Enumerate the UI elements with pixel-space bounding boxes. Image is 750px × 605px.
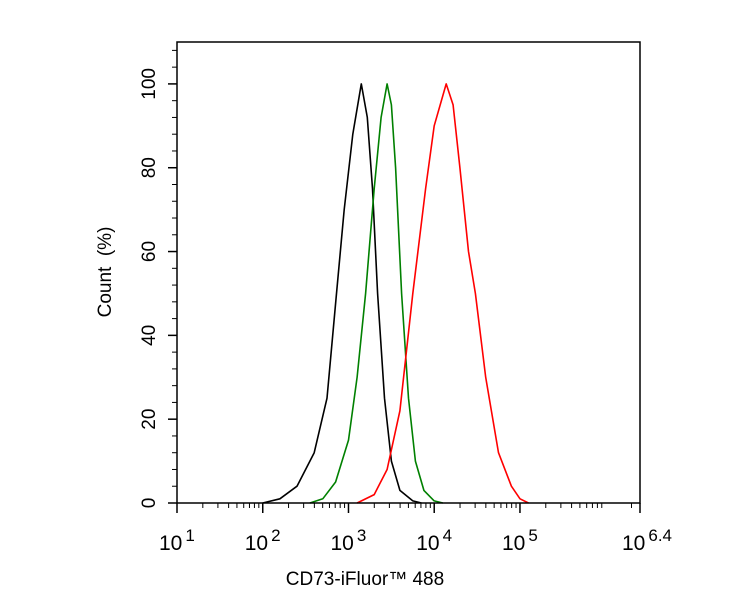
y-tick-label: 20 bbox=[139, 409, 160, 430]
x-tick-base: 10 bbox=[159, 532, 182, 555]
y-tick-label: 60 bbox=[139, 241, 160, 262]
series-black-line bbox=[262, 83, 422, 504]
x-tick-label: 10 5 bbox=[502, 526, 538, 555]
x-tick-label: 10 1 bbox=[159, 526, 195, 555]
x-tick-base: 10 bbox=[502, 532, 525, 555]
series-red-line bbox=[356, 83, 529, 504]
y-axis-label: Count (%) bbox=[95, 227, 116, 318]
x-tick-exponent: 2 bbox=[271, 526, 280, 545]
x-tick-label: 10 3 bbox=[330, 526, 366, 555]
x-tick-exponent: 1 bbox=[185, 526, 194, 545]
y-tick-label: 100 bbox=[139, 68, 160, 100]
x-tick-label: 10 6.4 bbox=[622, 526, 672, 555]
x-tick-label: 10 2 bbox=[245, 526, 281, 555]
series-green-line bbox=[309, 83, 443, 504]
x-tick-base: 10 bbox=[330, 532, 353, 555]
series-layer bbox=[262, 83, 529, 504]
x-axis-label: CD73-iFluor™ 488 bbox=[286, 569, 444, 590]
x-tick-base: 10 bbox=[622, 532, 645, 555]
x-tick-base: 10 bbox=[416, 532, 439, 555]
x-tick-exponent: 5 bbox=[528, 526, 537, 545]
x-tick-exponent: 3 bbox=[357, 526, 366, 545]
y-tick-label: 80 bbox=[139, 157, 160, 178]
x-tick-exponent: 6.4 bbox=[648, 526, 672, 545]
x-tick-base: 10 bbox=[245, 532, 268, 555]
y-tick-label: 0 bbox=[139, 498, 160, 509]
plot-frame bbox=[176, 41, 641, 504]
x-tick-label: 10 4 bbox=[416, 526, 452, 555]
x-tick-exponent: 4 bbox=[443, 526, 452, 545]
y-tick-label: 40 bbox=[139, 325, 160, 346]
